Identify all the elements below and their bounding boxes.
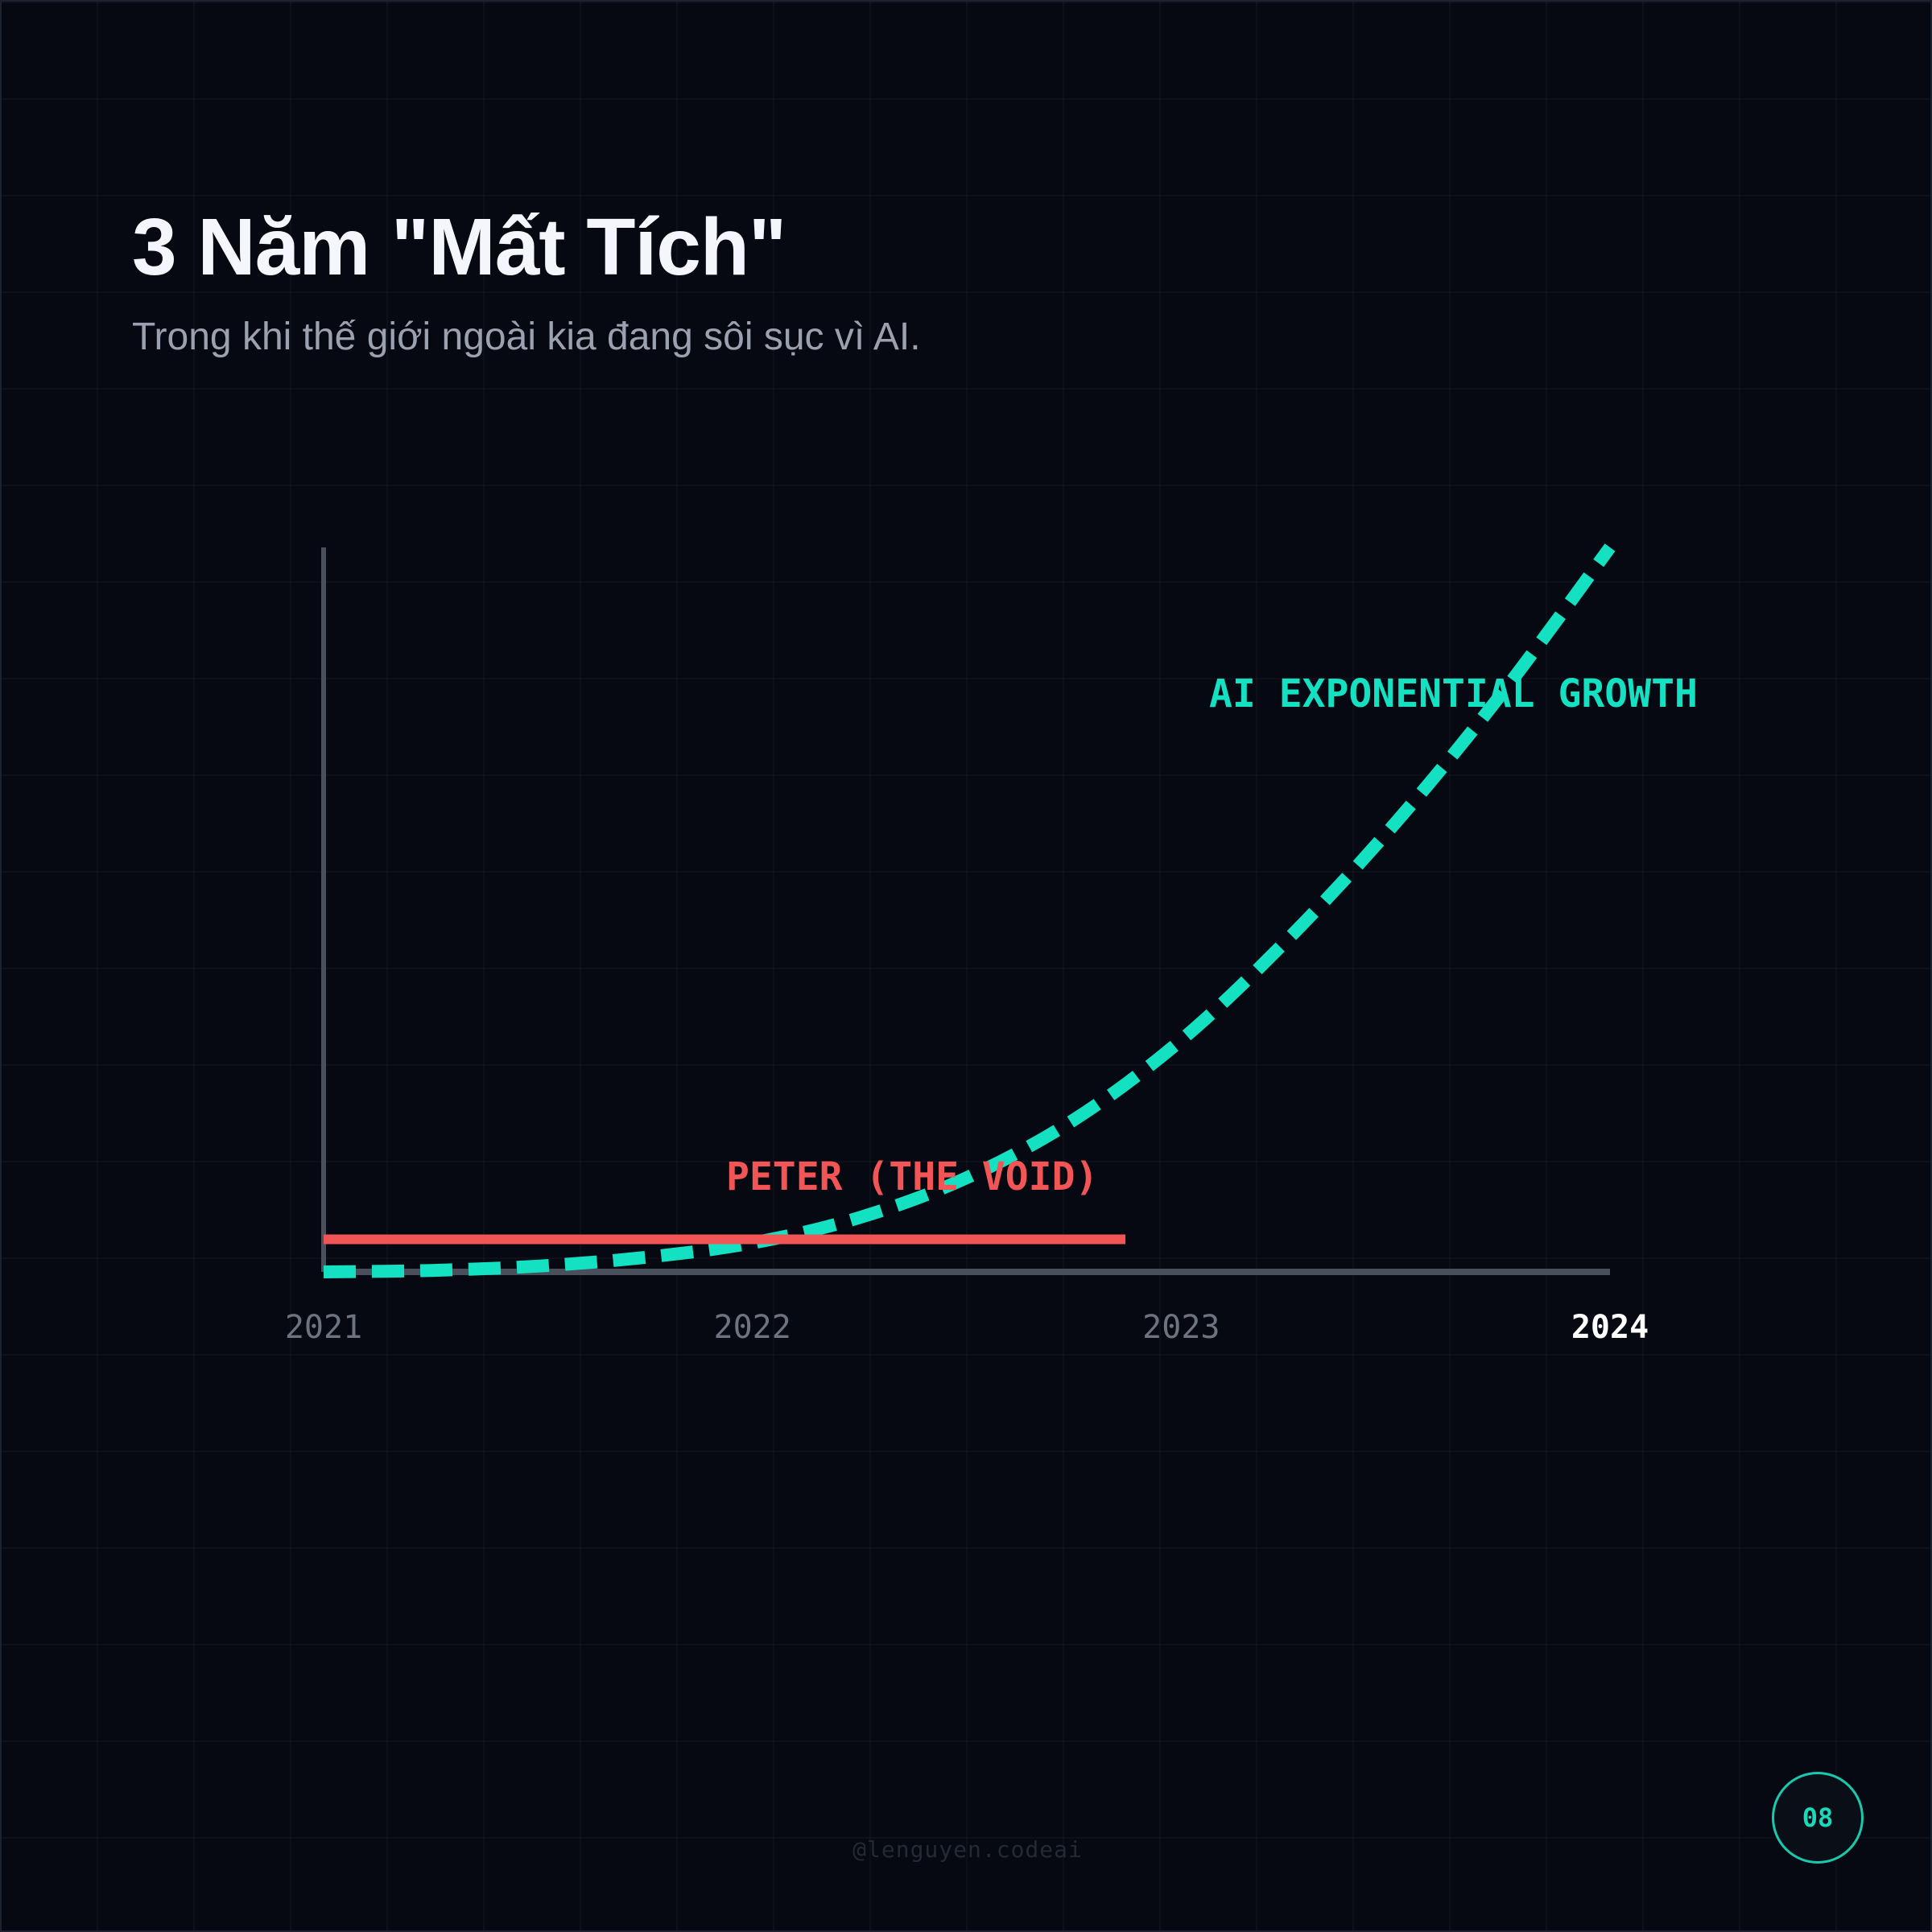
ai-growth-series-line xyxy=(323,543,1616,1278)
x-tick-label: 2023 xyxy=(1142,1309,1220,1346)
chart-labels: AI EXPONENTIAL GROWTH PETER (THE VOID) xyxy=(726,671,1698,1199)
page-title: 3 Năm "Mất Tích" xyxy=(132,202,786,292)
page-number-badge: 08 xyxy=(1772,1772,1864,1864)
chart-series xyxy=(323,543,1616,1278)
x-tick-label: 2021 xyxy=(285,1309,362,1346)
author-handle: @lenguyen.codeai xyxy=(852,1836,1083,1863)
peter-series-label: PETER (THE VOID) xyxy=(726,1154,1098,1199)
chart-axes: 2021 2022 2023 2024 xyxy=(285,547,1649,1346)
ai-growth-series-label: AI EXPONENTIAL GROWTH xyxy=(1209,671,1698,716)
x-tick-label: 2022 xyxy=(714,1309,791,1346)
x-tick-label: 2024 xyxy=(1571,1309,1649,1346)
page-subtitle: Trong khi thế giới ngoài kia đang sôi sụ… xyxy=(132,316,921,358)
